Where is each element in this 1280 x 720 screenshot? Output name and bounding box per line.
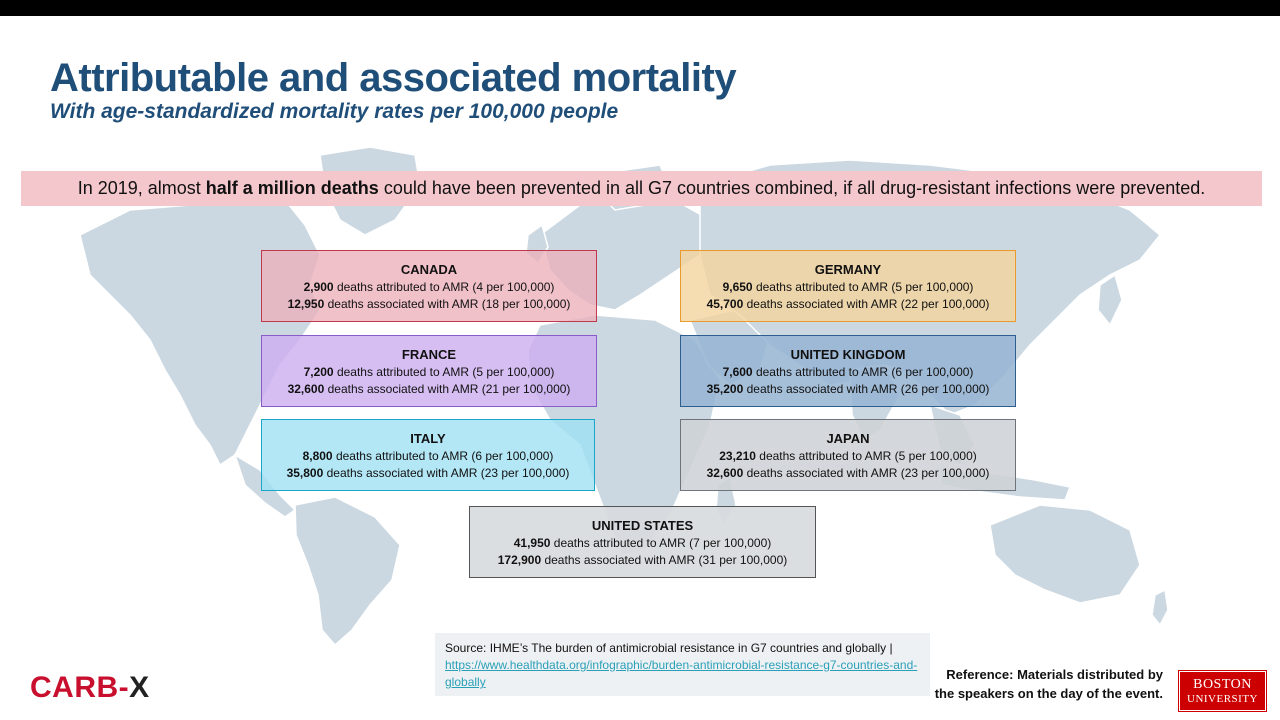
- attributed-line: 41,950 deaths attributed to AMR (7 per 1…: [470, 535, 815, 552]
- attributed-line: 7,600 deaths attributed to AMR (6 per 10…: [681, 364, 1015, 381]
- associated-text: deaths associated with AMR (22 per 100,0…: [743, 297, 990, 311]
- country-card-germany: GERMANY 9,650 deaths attributed to AMR (…: [680, 250, 1016, 322]
- source-citation: Source: IHME’s The burden of antimicrobi…: [435, 633, 930, 696]
- attributed-line: 2,900 deaths attributed to AMR (4 per 10…: [262, 279, 596, 296]
- attributed-text: deaths attributed to AMR (7 per 100,000): [550, 536, 772, 550]
- reference-line-2: the speakers on the day of the event.: [934, 686, 1163, 701]
- carbx-logo-prefix: CARB: [30, 671, 119, 704]
- reference-line-1: Reference: Materials distributed by: [946, 667, 1163, 682]
- attributed-line: 23,210 deaths attributed to AMR (5 per 1…: [681, 448, 1015, 465]
- country-name: CANADA: [400, 262, 458, 277]
- bu-logo-line-2: UNIVERSITY: [1187, 693, 1258, 705]
- associated-count: 35,200: [706, 382, 744, 396]
- boston-university-logo: BOSTON UNIVERSITY: [1178, 670, 1267, 712]
- associated-text: deaths associated with AMR (26 per 100,0…: [743, 382, 990, 396]
- associated-text: deaths associated with AMR (18 per 100,0…: [324, 297, 571, 311]
- associated-line: 35,800 deaths associated with AMR (23 pe…: [262, 465, 594, 482]
- attributed-count: 2,900: [303, 280, 334, 294]
- associated-count: 45,700: [706, 297, 744, 311]
- country-name: JAPAN: [826, 431, 870, 446]
- associated-line: 35,200 deaths associated with AMR (26 pe…: [681, 381, 1015, 398]
- country-card-canada: CANADA 2,900 deaths attributed to AMR (4…: [261, 250, 597, 322]
- attributed-count: 8,800: [302, 449, 333, 463]
- associated-count: 35,800: [286, 466, 324, 480]
- top-black-bar: [0, 0, 1280, 16]
- associated-count: 32,600: [287, 382, 325, 396]
- banner-text-bold: half a million deaths: [205, 178, 379, 198]
- country-name: GERMANY: [814, 262, 882, 277]
- carbx-logo-dash: -: [118, 671, 130, 704]
- attributed-count: 7,600: [722, 365, 753, 379]
- associated-line: 32,600 deaths associated with AMR (21 pe…: [262, 381, 596, 398]
- country-name: ITALY: [410, 431, 446, 446]
- attributed-count: 23,210: [719, 449, 756, 463]
- attributed-line: 7,200 deaths attributed to AMR (5 per 10…: [262, 364, 596, 381]
- reference-note: Reference: Materials distributed by the …: [905, 665, 1163, 703]
- country-card-france: FRANCE 7,200 deaths attributed to AMR (5…: [261, 335, 597, 407]
- associated-line: 45,700 deaths associated with AMR (22 pe…: [681, 296, 1015, 313]
- country-name: UNITED STATES: [591, 518, 694, 533]
- country-card-united-kingdom: UNITED KINGDOM 7,600 deaths attributed t…: [680, 335, 1016, 407]
- attributed-text: deaths attributed to AMR (5 per 100,000): [752, 280, 974, 294]
- source-text: Source: IHME’s The burden of antimicrobi…: [445, 641, 893, 655]
- carbx-logo-suffix: X: [129, 671, 150, 704]
- associated-count: 32,600: [706, 466, 744, 480]
- slide-title: Attributable and associated mortality: [50, 56, 737, 100]
- summary-banner: In 2019, almost half a million deaths co…: [21, 171, 1262, 206]
- associated-line: 32,600 deaths associated with AMR (23 pe…: [681, 465, 1015, 482]
- associated-text: deaths associated with AMR (23 per 100,0…: [743, 466, 990, 480]
- carb-x-logo: CARB-X: [30, 671, 150, 705]
- attributed-text: deaths attributed to AMR (5 per 100,000): [755, 449, 977, 463]
- slide-subtitle: With age-standardized mortality rates pe…: [50, 100, 619, 123]
- attributed-text: deaths attributed to AMR (4 per 100,000): [333, 280, 555, 294]
- bu-logo-line-1: BOSTON: [1193, 677, 1252, 692]
- attributed-count: 9,650: [722, 280, 753, 294]
- attributed-line: 8,800 deaths attributed to AMR (6 per 10…: [262, 448, 594, 465]
- associated-count: 172,900: [497, 553, 542, 567]
- attributed-count: 7,200: [303, 365, 334, 379]
- country-card-united-states: UNITED STATES 41,950 deaths attributed t…: [469, 506, 816, 578]
- country-name: UNITED KINGDOM: [790, 347, 906, 362]
- attributed-text: deaths attributed to AMR (5 per 100,000): [333, 365, 555, 379]
- attributed-text: deaths attributed to AMR (6 per 100,000): [752, 365, 974, 379]
- associated-text: deaths associated with AMR (31 per 100,0…: [541, 553, 788, 567]
- source-link[interactable]: https://www.healthdata.org/infographic/b…: [445, 658, 918, 689]
- associated-count: 12,950: [287, 297, 325, 311]
- attributed-text: deaths attributed to AMR (6 per 100,000): [332, 449, 554, 463]
- associated-text: deaths associated with AMR (21 per 100,0…: [324, 382, 571, 396]
- banner-text-post: could have been prevented in all G7 coun…: [378, 178, 1206, 198]
- banner-text-pre: In 2019, almost: [77, 178, 206, 198]
- attributed-line: 9,650 deaths attributed to AMR (5 per 10…: [681, 279, 1015, 296]
- country-name: FRANCE: [401, 347, 457, 362]
- country-card-japan: JAPAN 23,210 deaths attributed to AMR (5…: [680, 419, 1016, 491]
- country-card-italy: ITALY 8,800 deaths attributed to AMR (6 …: [261, 419, 595, 491]
- associated-text: deaths associated with AMR (23 per 100,0…: [323, 466, 570, 480]
- attributed-count: 41,950: [513, 536, 551, 550]
- associated-line: 12,950 deaths associated with AMR (18 pe…: [262, 296, 596, 313]
- associated-line: 172,900 deaths associated with AMR (31 p…: [470, 552, 815, 569]
